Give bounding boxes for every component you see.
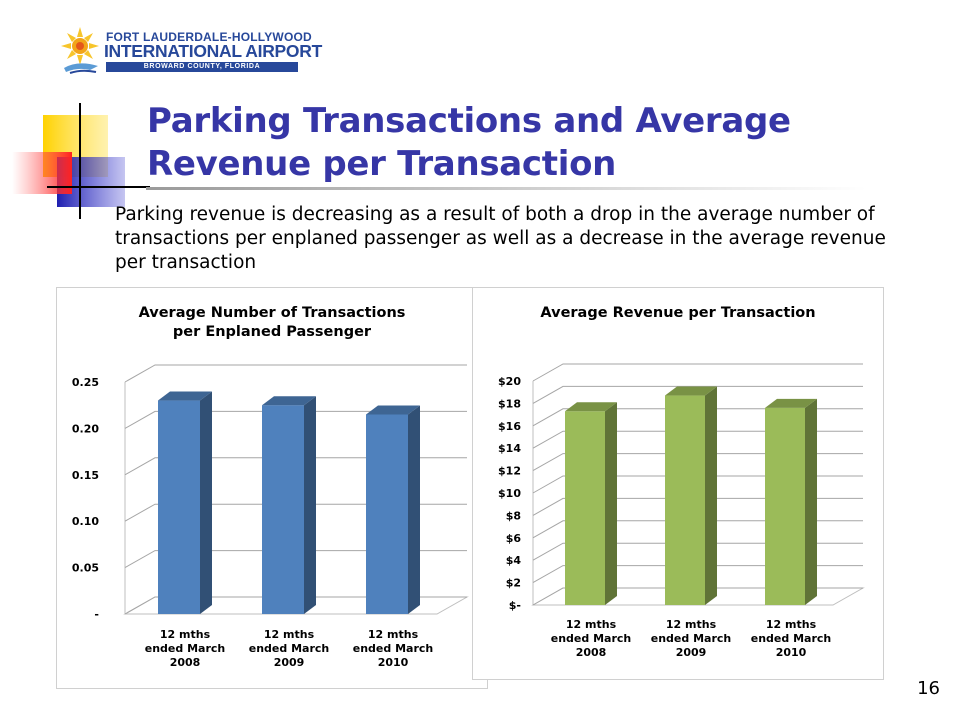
- y-tick-label: 0.25: [72, 376, 99, 389]
- x-category-label: 2009: [676, 646, 707, 659]
- bar: [565, 402, 617, 605]
- gridline: [532, 497, 863, 516]
- x-category-label: ended March: [751, 632, 831, 645]
- chart-title: per Enplaned Passenger: [173, 324, 372, 340]
- y-tick-label: $6: [506, 532, 522, 545]
- y-tick-label: -: [94, 608, 99, 621]
- bar: [665, 386, 717, 605]
- gridline: [532, 385, 863, 404]
- x-category-label: 2010: [776, 646, 807, 659]
- y-tick-label: $18: [498, 397, 521, 410]
- bar: [158, 391, 212, 614]
- x-category-label: 2008: [576, 646, 607, 659]
- y-tick-label: $14: [498, 442, 521, 455]
- x-category-label: 12 mths: [666, 618, 717, 631]
- bar-side: [408, 405, 420, 614]
- bar-top: [366, 405, 420, 415]
- y-tick-label: 0.20: [72, 422, 99, 435]
- gridline: [532, 587, 863, 606]
- bar-side: [200, 391, 212, 614]
- bar: [366, 405, 420, 614]
- bar-side: [705, 386, 717, 605]
- x-category-label: 12 mths: [160, 628, 211, 641]
- x-category-label: 12 mths: [264, 628, 315, 641]
- airport-logo: FORT LAUDERDALE-HOLLYWOOD INTERNATIONAL …: [60, 24, 322, 78]
- bar-front: [366, 414, 408, 614]
- x-category-label: ended March: [353, 642, 433, 655]
- revenue-chart: Average Revenue per Transaction $- $2 $4 $6 $…: [472, 287, 884, 680]
- bar-front: [565, 411, 605, 605]
- y-tick-label: $4: [506, 554, 522, 567]
- transactions-chart: Average Number of Transactions per Enplan…: [56, 287, 488, 689]
- bar: [262, 396, 316, 614]
- sun-plane-logo-icon: [61, 27, 99, 74]
- logo-line-2: INTERNATIONAL AIRPORT: [104, 41, 322, 61]
- bar-top: [565, 402, 617, 412]
- x-category-label: ended March: [651, 632, 731, 645]
- x-category-label: 12 mths: [566, 618, 617, 631]
- gridline: [124, 550, 467, 569]
- x-category-label: ended March: [551, 632, 631, 645]
- transactions-chart-svg: Average Number of Transactions per Enplan…: [72, 305, 469, 669]
- logo-line-1: FORT LAUDERDALE-HOLLYWOOD: [106, 30, 312, 44]
- bar-side: [605, 402, 617, 605]
- bar-top: [665, 386, 717, 396]
- x-category-label: ended March: [249, 642, 329, 655]
- y-tick-label: $12: [498, 465, 521, 478]
- gridline: [532, 542, 863, 561]
- y-tick-label: 0.10: [72, 515, 99, 528]
- x-category-label: 12 mths: [368, 628, 419, 641]
- bar-side: [304, 396, 316, 614]
- slide-title: Parking Transactions and Average Revenue…: [147, 101, 791, 184]
- gridline: [124, 596, 467, 615]
- bar-top: [262, 396, 316, 406]
- x-category-label: ended March: [145, 642, 225, 655]
- bar: [765, 398, 817, 605]
- gridline: [532, 520, 863, 539]
- revenue-chart-svg: Average Revenue per Transaction $- $2 $4 $6 $…: [498, 305, 865, 659]
- y-tick-label: 0.15: [72, 469, 99, 482]
- y-tick-label: $16: [498, 420, 521, 433]
- bar-side: [805, 398, 817, 605]
- bar-front: [765, 407, 805, 605]
- y-tick-label: 0.05: [72, 562, 99, 575]
- gridline: [124, 364, 467, 383]
- gridline: [124, 457, 467, 476]
- bar-front: [665, 395, 705, 605]
- y-tick-label: $2: [506, 577, 521, 590]
- y-tick-label: $20: [498, 375, 521, 388]
- y-tick-label: $-: [509, 599, 521, 612]
- body-paragraph: Parking revenue is decreasing as a resul…: [115, 204, 886, 273]
- page-number: 16: [917, 678, 940, 699]
- decorative-squares: [12, 103, 150, 219]
- gridline: [532, 430, 863, 449]
- bar-front: [262, 405, 304, 614]
- gridline: [124, 503, 467, 522]
- x-category-label: 2010: [378, 656, 409, 669]
- gridline: [124, 410, 467, 429]
- bar-front: [158, 400, 200, 614]
- logo-line-3: BROWARD COUNTY, FLORIDA: [106, 62, 298, 72]
- x-category-label: 2009: [274, 656, 305, 669]
- chart-title: Average Number of Transactions: [139, 305, 406, 321]
- x-category-label: 12 mths: [766, 618, 817, 631]
- bar-top: [765, 398, 817, 408]
- y-tick-label: $10: [498, 487, 521, 500]
- gridline: [532, 475, 863, 494]
- gridline: [532, 565, 863, 584]
- bar-top: [158, 391, 212, 401]
- x-category-label: 2008: [170, 656, 201, 669]
- gridline: [532, 363, 863, 382]
- title-underline: [146, 187, 866, 190]
- gridline: [532, 408, 863, 427]
- y-tick-label: $8: [506, 509, 521, 522]
- chart-title: Average Revenue per Transaction: [540, 305, 815, 321]
- gridline: [532, 453, 863, 472]
